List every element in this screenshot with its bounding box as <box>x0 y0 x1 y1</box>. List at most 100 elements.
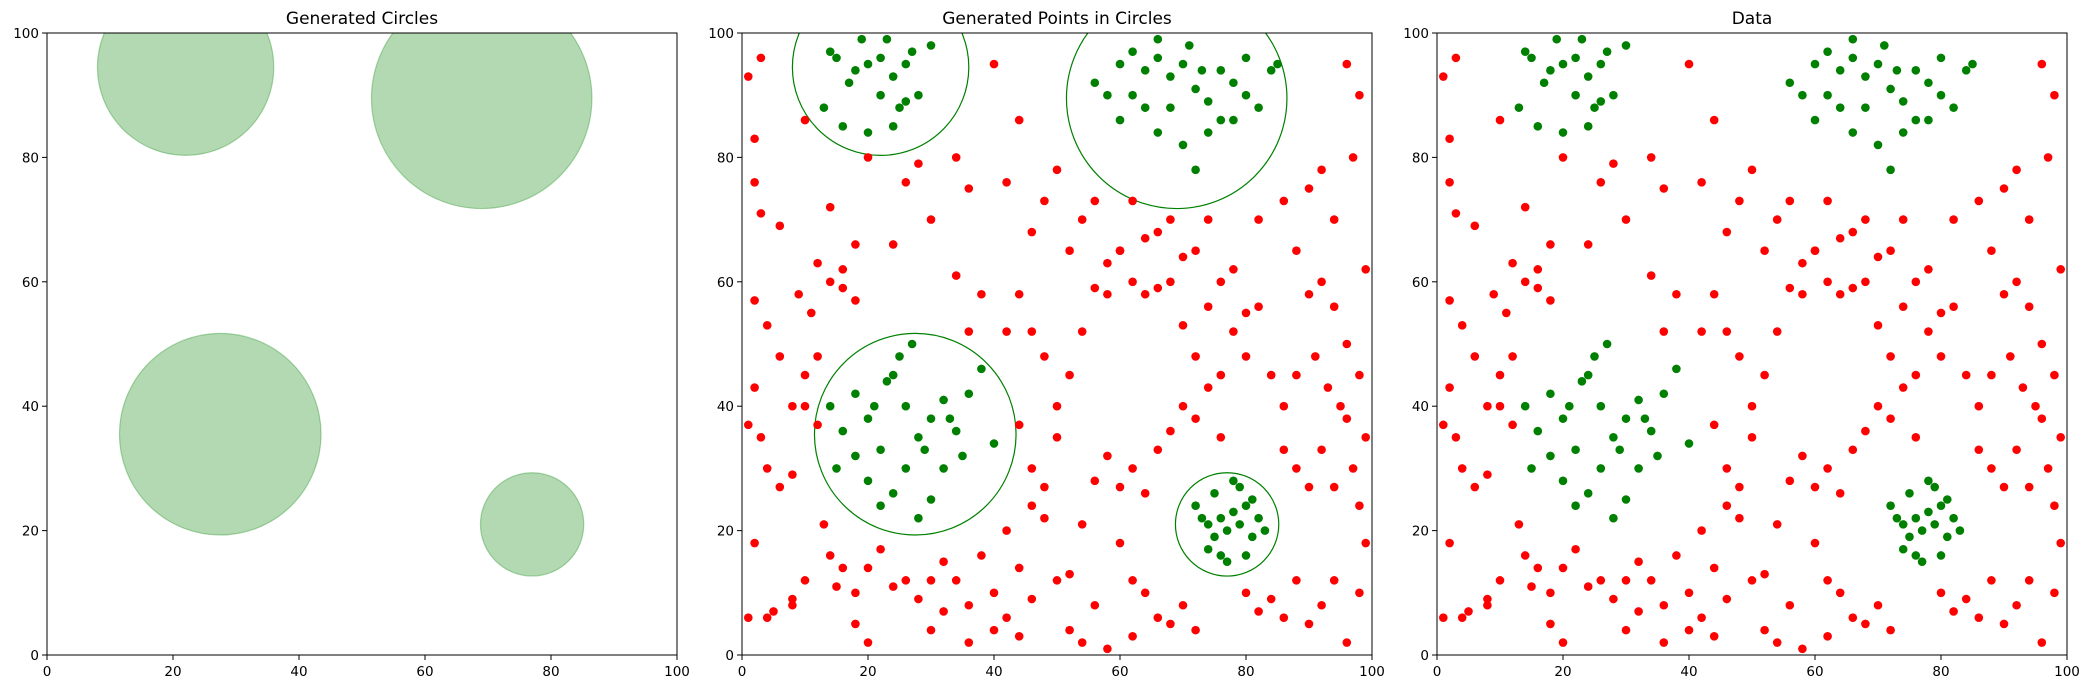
data-point <box>926 625 936 635</box>
data-point <box>1153 283 1163 293</box>
y-tick-label: 20 <box>717 524 734 540</box>
data-point <box>1810 482 1820 492</box>
data-point <box>1823 47 1832 56</box>
data-point <box>1336 401 1345 411</box>
data-point <box>1835 588 1845 598</box>
data-point <box>1241 551 1251 560</box>
data-point <box>1329 576 1339 585</box>
x-tick-label: 60 <box>416 664 433 680</box>
data-point <box>1823 90 1832 100</box>
data-point <box>1760 370 1769 380</box>
data-point <box>1722 501 1732 511</box>
data-point <box>1785 78 1795 88</box>
data-point <box>1949 215 1958 224</box>
data-point <box>863 414 873 423</box>
data-point <box>1342 414 1352 423</box>
data-point <box>863 476 873 486</box>
data-point <box>1634 464 1643 473</box>
data-point <box>2024 576 2034 585</box>
chart-panel-2: 0 20 40 60 80 100 0 20 40 60 80 100 Generated Points… <box>708 9 1385 680</box>
data-point <box>1140 289 1150 299</box>
data-point <box>807 308 816 318</box>
data-point <box>1974 196 1984 206</box>
data-point <box>1609 159 1618 168</box>
data-point <box>851 240 860 249</box>
data-point <box>851 588 860 598</box>
data-point <box>825 47 835 56</box>
data-point <box>1848 283 1858 293</box>
data-point <box>1873 140 1883 150</box>
data-point <box>2012 165 2021 175</box>
data-point <box>1229 507 1238 517</box>
data-point <box>1027 327 1037 336</box>
data-point <box>1949 513 1958 523</box>
data-point <box>1609 594 1618 604</box>
data-point <box>1810 246 1820 255</box>
data-point <box>1140 66 1150 75</box>
data-point <box>832 464 841 473</box>
data-point <box>1445 383 1454 392</box>
data-point <box>844 78 854 88</box>
data-point <box>756 53 766 63</box>
data-point <box>1936 551 1946 560</box>
data-point <box>832 582 841 591</box>
data-point <box>1835 289 1845 299</box>
data-point <box>1835 488 1845 498</box>
data-point <box>1672 364 1681 374</box>
data-point <box>1266 370 1276 380</box>
data-point <box>1483 600 1492 610</box>
data-point <box>1216 433 1226 442</box>
data-point <box>1898 302 1908 311</box>
data-point <box>1317 445 1326 455</box>
data-point <box>1090 78 1100 88</box>
data-point <box>1191 84 1200 94</box>
data-point <box>1077 215 1087 224</box>
data-point <box>1558 563 1568 573</box>
data-point <box>1508 352 1517 361</box>
data-point <box>1697 526 1706 535</box>
x-tick-label: 0 <box>738 664 747 680</box>
data-point <box>2043 464 2053 473</box>
data-point <box>1930 520 1939 529</box>
data-point <box>1772 215 1782 224</box>
data-point <box>1216 115 1226 125</box>
data-point <box>914 513 923 523</box>
data-point <box>1848 128 1858 137</box>
data-point <box>1292 464 1301 473</box>
data-point <box>1527 464 1536 473</box>
x-tick-label: 60 <box>1806 664 1823 680</box>
data-point <box>1609 513 1618 523</box>
data-point <box>2056 433 2065 442</box>
data-point <box>1602 339 1612 349</box>
data-point <box>1684 439 1694 448</box>
data-point <box>2043 153 2053 162</box>
data-point <box>870 401 879 411</box>
data-point <box>1166 215 1175 224</box>
data-point <box>1987 576 1996 585</box>
data-point <box>1185 41 1194 50</box>
data-point <box>1292 576 1301 585</box>
data-point <box>1747 401 1757 411</box>
data-point <box>1210 532 1219 542</box>
data-point <box>1191 352 1200 361</box>
data-point <box>1898 97 1908 106</box>
data-point <box>1558 128 1568 137</box>
data-point <box>1659 327 1669 336</box>
data-point <box>1470 352 1480 361</box>
data-point <box>1924 115 1933 125</box>
data-point <box>1077 638 1087 647</box>
data-point <box>1861 277 1870 287</box>
data-point <box>1483 594 1492 604</box>
chart-panel-3: 0 20 40 60 80 100 0 20 40 60 80 100 Data <box>1403 9 2080 680</box>
data-point <box>1229 78 1238 88</box>
data-point <box>750 177 759 187</box>
data-point <box>895 103 904 112</box>
data-point <box>1558 476 1568 486</box>
data-point <box>1495 115 1505 125</box>
data-point <box>1949 302 1958 311</box>
data-point <box>1886 414 1895 423</box>
data-point <box>1848 613 1858 622</box>
data-point <box>750 538 759 548</box>
data-point <box>1917 526 1927 535</box>
data-point <box>1533 283 1543 293</box>
